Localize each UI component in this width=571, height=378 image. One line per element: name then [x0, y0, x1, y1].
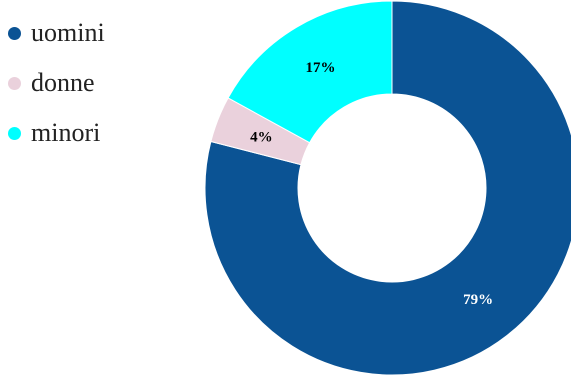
- legend-label-donne: donne: [31, 68, 95, 97]
- legend-item-donne[interactable]: donne: [8, 58, 105, 108]
- legend-label-minori: minori: [31, 118, 101, 147]
- legend-label-uomini: uomini: [31, 18, 105, 47]
- legend-swatch-minori: [8, 126, 21, 140]
- slice-label-donne: 4%: [250, 129, 273, 145]
- slice-label-minori: 17%: [305, 60, 335, 76]
- slice-minori[interactable]: [227, 0, 393, 144]
- legend-item-uomini[interactable]: uomini: [8, 8, 105, 58]
- legend-swatch-uomini: [8, 26, 21, 40]
- legend: uomini donne minori: [8, 8, 105, 158]
- legend-swatch-donne: [8, 76, 21, 90]
- slice-uomini[interactable]: [204, 0, 571, 376]
- slice-label-uomini: 79%: [463, 292, 493, 308]
- legend-item-minori[interactable]: minori: [8, 108, 105, 158]
